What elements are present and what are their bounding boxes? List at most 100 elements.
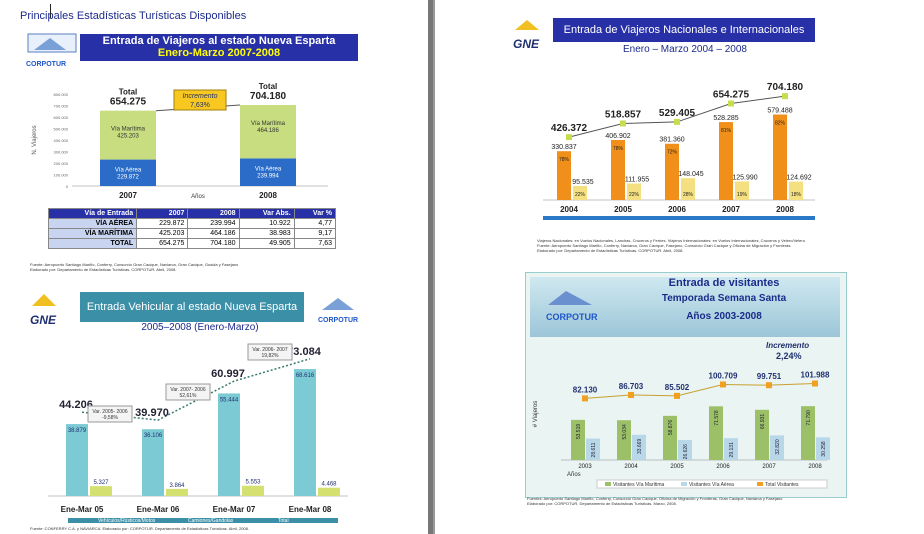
chart2-total-label: 529.405 [659, 108, 696, 119]
chart1-total-label: Total [119, 88, 138, 97]
chart3-total-line [81, 358, 311, 421]
table-cell: 704.180 [187, 238, 240, 249]
chart2-bar-main [611, 139, 625, 200]
chart3-legend-bar [68, 518, 338, 523]
chart3-legend-label: Vehículos/Rústicos/Motos [98, 518, 156, 524]
chart2-xtick: 2005 [614, 205, 632, 214]
table-cell: 425.203 [136, 228, 189, 239]
chart2-title: Entrada de Viajeros Nacionales e Interna… [563, 24, 805, 36]
chart3-var-value: 19,82% [262, 353, 280, 359]
table-cell: VÍA AÉREA [47, 218, 138, 229]
table-header: 2007 [136, 208, 189, 219]
table-cell: 10.922 [238, 218, 295, 229]
chart3-bar-camiones [242, 485, 264, 496]
chart1-bar-maritima [100, 110, 156, 160]
page-title: Principales Estadísticas Turísticas Disp… [20, 10, 247, 22]
chart4-bar-label-2: 29.131 [729, 442, 735, 458]
corpotur-logo: CORPOTUR [26, 32, 78, 68]
corpotur-logo-3: CORPOTUR [546, 287, 598, 322]
chart1-ytick: 800.000 [54, 92, 69, 97]
gne-logo-right: GNE [513, 18, 553, 51]
chart1-total-value: 654.275 [110, 97, 147, 108]
chart2-total-marker [566, 134, 572, 141]
chart3-var-box [87, 405, 133, 423]
chart4-total-label: 86.703 [619, 382, 644, 391]
chart4-total-label: 101.988 [801, 371, 830, 380]
chart2-xtick: 2007 [722, 205, 740, 214]
chart2-total-label: 704.180 [767, 82, 804, 93]
chart4-panel: Entrada de visitantes Temporada Semana S… [525, 272, 847, 498]
chart3-var-value: 52,61% [180, 393, 198, 399]
chart2-bar-pct-2: 28% [683, 192, 694, 198]
chart1-aerea-value: 239.994 [257, 173, 279, 179]
chart4-bar-label: 58.876 [668, 420, 674, 436]
chart3-bar-vehiculos [142, 429, 164, 496]
chart1-incremento-value: 7,63% [190, 102, 210, 109]
chart2-legend-bar [543, 216, 815, 220]
chart4-title: Entrada de visitantes [668, 277, 780, 289]
chart4-total-marker [628, 391, 634, 398]
chart4-bar-label: 71.578 [714, 410, 720, 426]
chart4-xtick: 2003 [578, 464, 592, 470]
table-row: VÍA AÉREA 229.872 239.994 10.922 4,77 [47, 218, 337, 229]
chart2-bar-secondary [573, 185, 587, 200]
chart3-bar-camiones [90, 486, 112, 496]
chart3-var-label: Var. 2006- 2007 [252, 347, 287, 353]
chart2-bar-pct-2: 19% [737, 192, 748, 198]
chart4-bar-label-2: 32.820 [775, 439, 781, 455]
chart2-total-marker [782, 93, 788, 100]
chart4-total-line [584, 383, 816, 399]
chart2-bar-main [665, 143, 679, 200]
chart1-incremento-box [173, 89, 227, 111]
chart3-total-label: 39.970 [135, 407, 169, 419]
chart2-footnote: Viajeros Nacionales: en Vuelos Nacionale… [537, 238, 837, 253]
chart1-ytick: 500.000 [54, 127, 69, 132]
chart4-bar-maritima [755, 409, 769, 460]
chart1-ylabel: N. Viajeros [32, 125, 38, 154]
chart4-legend-swatch [681, 482, 687, 486]
table-cell: TOTAL [47, 238, 138, 249]
chart4-subtitle: Temporada Semana Santa [661, 293, 787, 304]
chart2-subtitle: Enero – Marzo 2004 – 2008 [623, 44, 747, 55]
chart3-bar-label-2: 5.327 [93, 480, 109, 486]
chart1-xlabel: Años [191, 194, 205, 200]
chart3-bar-label-2: 4.468 [321, 482, 337, 488]
chart1-xtick: 2007 [119, 191, 137, 200]
chart3-var-label: Var. 2007- 2006 [170, 387, 205, 393]
chart1-ytick: 0 [66, 184, 69, 189]
chart4-legend-swatch [757, 482, 763, 486]
chart1-ytick: 100.000 [54, 173, 69, 178]
chart3-total-label: 60.997 [211, 368, 245, 380]
chart2-bar-pct: 78% [559, 157, 570, 163]
gne-logo-text: GNE [30, 313, 57, 327]
chart1-bar-maritima [240, 105, 296, 159]
right-page: GNE Entrada de Viajeros Nacionales e Int… [433, 0, 924, 534]
chart4-bar-label-2: 28.611 [591, 442, 597, 457]
chart4-legend-label: Visitantes Vía Aérea [689, 482, 734, 488]
chart4-legend [596, 479, 828, 489]
chart3-var-label: Var. 2005- 2006 [92, 409, 127, 415]
chart4-total-marker [582, 395, 588, 402]
chart4-legend-label: Total Visitantes [765, 482, 799, 488]
chart4-incremento-label: Incremento [766, 341, 810, 350]
chart3-banner: Entrada Vehicular al estado Nueva Espart… [80, 292, 304, 322]
chart1-bar-aerea [240, 158, 296, 186]
chart2-bar-main [773, 114, 787, 200]
chart1-table: Vía de Entrada 2007 2008 Var Abs. Var % VÍA … [47, 208, 337, 249]
chart2-total-label: 654.275 [713, 89, 750, 100]
chart4-total-label: 100.709 [709, 371, 738, 380]
chart4-bar-aerea [586, 438, 600, 460]
chart4-total-marker [674, 392, 680, 399]
chart1-maritima-value: 425.203 [117, 134, 139, 140]
table-cell: 9,17 [293, 228, 337, 239]
chart1-total-label: Total [259, 82, 278, 91]
chart2-bar-pct: 82% [775, 121, 786, 127]
chart1-aerea-label: Vía Aérea [255, 166, 282, 172]
chart2-xtick: 2008 [776, 205, 794, 214]
chart4-xtick: 2004 [624, 464, 638, 470]
chart3-bar-camiones [318, 487, 340, 496]
chart3-var-box [247, 343, 293, 361]
chart4-total-label: 85.502 [665, 383, 690, 392]
chart3-bar-label-2: 5.553 [245, 480, 261, 486]
chart4-total-label: 99.751 [757, 372, 782, 381]
